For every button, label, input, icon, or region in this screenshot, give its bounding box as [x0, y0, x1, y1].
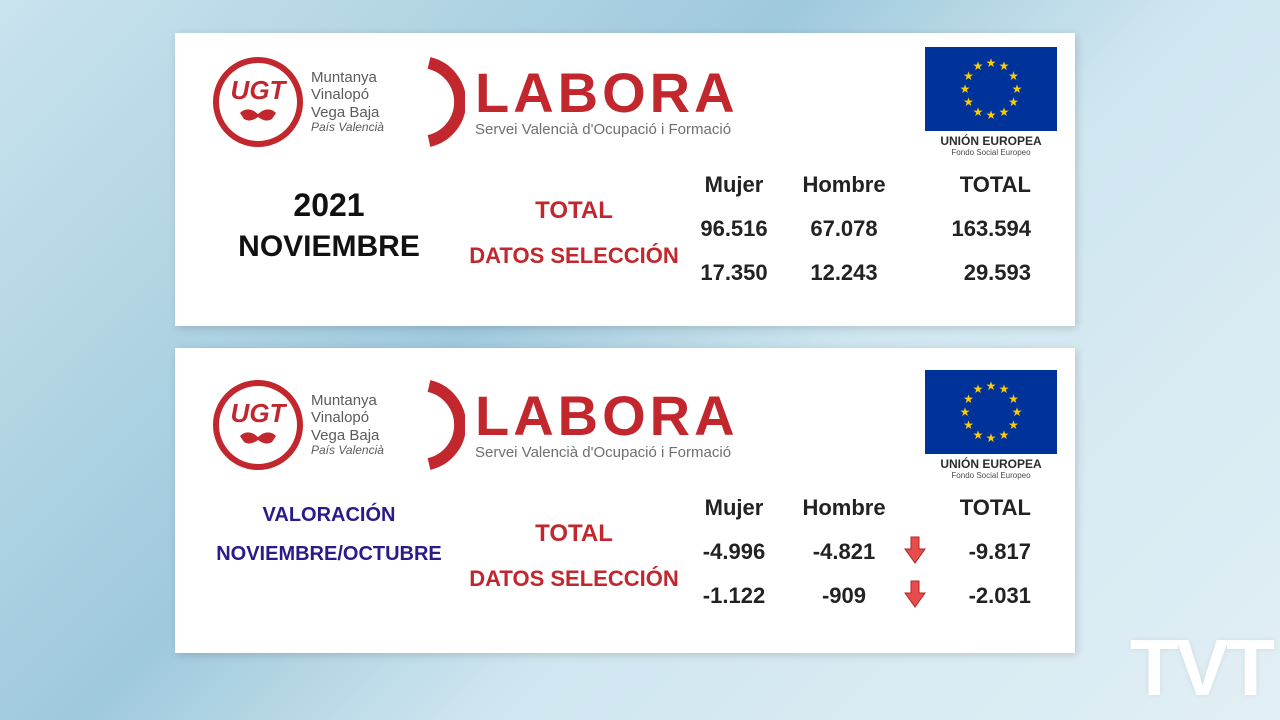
arrow-down-icon: [904, 579, 926, 609]
col-header-hombre: Hombre: [789, 495, 899, 521]
labora-arc-icon: [421, 380, 465, 470]
month-label: NOVIEMBRE: [189, 230, 469, 264]
eu-caption: UNIÓN EUROPEA: [940, 134, 1041, 148]
col-header-total: TOTAL: [931, 172, 1041, 198]
row-label-total: TOTAL: [469, 197, 679, 225]
labora-title: LABORA: [475, 389, 915, 442]
table-row: 96.516 67.078 163.594: [679, 207, 1061, 251]
eu-subcaption: Fondo Social Europeo: [951, 148, 1030, 157]
arrow-down-icon: [904, 535, 926, 565]
cell-total: 29.593: [931, 260, 1041, 286]
data-table: Mujer Hombre TOTAL 96.516 67.078 163.594…: [679, 163, 1061, 295]
col-header-total: TOTAL: [931, 495, 1041, 521]
card-valoracion: UGT Muntanya Vinalopó Vega Baja País Val…: [175, 348, 1075, 653]
eu-caption: UNIÓN EUROPEA: [940, 457, 1041, 471]
card-header: UGT Muntanya Vinalopó Vega Baja País Val…: [175, 33, 1075, 163]
year-label: 2021: [189, 187, 469, 224]
rowlabels-block: TOTAL DATOS SELECCIÓN: [469, 486, 679, 618]
cell-mujer: -1.122: [679, 583, 789, 609]
card-noviembre-2021: UGT Muntanya Vinalopó Vega Baja País Val…: [175, 33, 1075, 326]
labora-arc-icon: [421, 57, 465, 147]
cell-hombre: -909: [789, 583, 899, 609]
col-header-mujer: Mujer: [679, 495, 789, 521]
cell-mujer: -4.996: [679, 539, 789, 565]
table-row: -4.996 -4.821 -9.817: [679, 530, 1061, 574]
tvt-watermark: TVT: [1130, 622, 1272, 714]
cell-hombre: -4.821: [789, 539, 899, 565]
data-table: Mujer Hombre TOTAL -4.996 -4.821 -9.817 …: [679, 486, 1061, 618]
col-header-hombre: Hombre: [789, 172, 899, 198]
eu-subcaption: Fondo Social Europeo: [951, 471, 1030, 480]
row-label-seleccion: DATOS SELECCIÓN: [469, 566, 679, 592]
region-text: Muntanya Vinalopó Vega Baja País Valenci…: [311, 69, 407, 135]
region-text: Muntanya Vinalopó Vega Baja País Valenci…: [311, 392, 407, 458]
labora-subtitle: Servei Valencià d'Ocupació i Formació: [475, 121, 915, 138]
cell-total: -2.031: [931, 583, 1041, 609]
period-block: VALORACIÓN NOVIEMBRE/OCTUBRE: [189, 486, 469, 618]
periodo-label: NOVIEMBRE/OCTUBRE: [189, 543, 469, 566]
table-row: 17.350 12.243 29.593: [679, 251, 1061, 295]
rowlabels-block: TOTAL DATOS SELECCIÓN: [469, 163, 679, 295]
cell-mujer: 17.350: [679, 260, 789, 286]
cell-mujer: 96.516: [679, 216, 789, 242]
col-header-mujer: Mujer: [679, 172, 789, 198]
labora-subtitle: Servei Valencià d'Ocupació i Formació: [475, 444, 915, 461]
eu-block: ★★★★★★★★★★★★ UNIÓN EUROPEA Fondo Social …: [925, 370, 1057, 480]
labora-title: LABORA: [475, 66, 915, 119]
labora-block: LABORA Servei Valencià d'Ocupació i Form…: [475, 389, 915, 461]
handshake-icon: [236, 103, 280, 125]
ugt-logo: UGT: [213, 57, 303, 147]
row-label-total: TOTAL: [469, 520, 679, 548]
eu-flag-icon: ★★★★★★★★★★★★: [925, 47, 1057, 131]
table-header-row: Mujer Hombre TOTAL: [679, 163, 1061, 207]
table-row: -1.122 -909 -2.031: [679, 574, 1061, 618]
card-header: UGT Muntanya Vinalopó Vega Baja País Val…: [175, 348, 1075, 486]
period-block: 2021 NOVIEMBRE: [189, 163, 469, 295]
labora-block: LABORA Servei Valencià d'Ocupació i Form…: [475, 66, 915, 138]
ugt-logo: UGT: [213, 380, 303, 470]
card-body: 2021 NOVIEMBRE TOTAL DATOS SELECCIÓN Muj…: [175, 163, 1075, 305]
eu-block: ★★★★★★★★★★★★ UNIÓN EUROPEA Fondo Social …: [925, 47, 1057, 157]
table-header-row: Mujer Hombre TOTAL: [679, 486, 1061, 530]
handshake-icon: [236, 426, 280, 448]
card-body: VALORACIÓN NOVIEMBRE/OCTUBRE TOTAL DATOS…: [175, 486, 1075, 628]
eu-flag-icon: ★★★★★★★★★★★★: [925, 370, 1057, 454]
cell-total: 163.594: [931, 216, 1041, 242]
cell-total: -9.817: [931, 539, 1041, 565]
ugt-logo-text: UGT: [231, 79, 286, 102]
cell-hombre: 12.243: [789, 260, 899, 286]
valoracion-label: VALORACIÓN: [189, 504, 469, 527]
ugt-logo-text: UGT: [231, 402, 286, 425]
cell-hombre: 67.078: [789, 216, 899, 242]
row-label-seleccion: DATOS SELECCIÓN: [469, 243, 679, 269]
